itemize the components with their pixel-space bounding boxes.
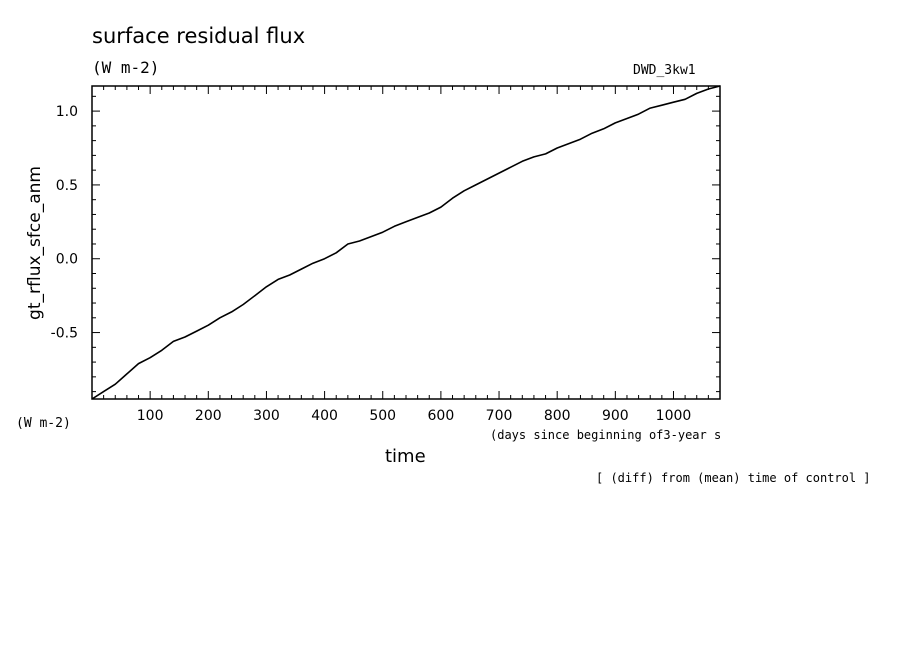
- x-tick-label: 100: [137, 408, 164, 424]
- x-axis-units: (days since beginning of3-year s: [490, 428, 722, 442]
- x-axis-title: time: [385, 446, 426, 467]
- chart-units: (W m-2): [92, 58, 160, 77]
- y-axis-label: gt_rflux_sfce_anm: [25, 166, 45, 320]
- x-tick-label: 1000: [656, 408, 692, 424]
- axis-ticks: [92, 86, 720, 399]
- y-axis-units: (W m-2): [16, 416, 71, 431]
- y-tick-label: -0.5: [51, 326, 78, 342]
- x-tick-label: 300: [253, 408, 280, 424]
- x-tick-label: 200: [195, 408, 222, 424]
- comparison-note: [ (diff) from (mean) time of control ]: [596, 471, 871, 485]
- x-tick-label: 800: [544, 408, 571, 424]
- plot-frame: [91, 85, 721, 400]
- y-tick-label: 1.0: [56, 104, 78, 120]
- y-tick-label: 0.0: [56, 252, 78, 268]
- chart-title: surface residual flux: [92, 24, 306, 48]
- y-tick-labels: -0.5 0.0 0.5 1.0: [51, 104, 78, 341]
- series-line-0: [91, 85, 721, 400]
- x-tick-label: 900: [602, 408, 629, 424]
- x-tick-label: 600: [428, 408, 455, 424]
- x-tick-label: 500: [369, 408, 396, 424]
- x-tick-label: 700: [486, 408, 513, 424]
- run-label: DWD_3kw1: [633, 63, 696, 78]
- series-layer: [91, 85, 721, 400]
- x-tick-label: 400: [311, 408, 338, 424]
- x-tick-labels: 100 200 300 400 500 600 700 800 900 1000: [137, 408, 692, 424]
- y-tick-label: 0.5: [56, 178, 78, 194]
